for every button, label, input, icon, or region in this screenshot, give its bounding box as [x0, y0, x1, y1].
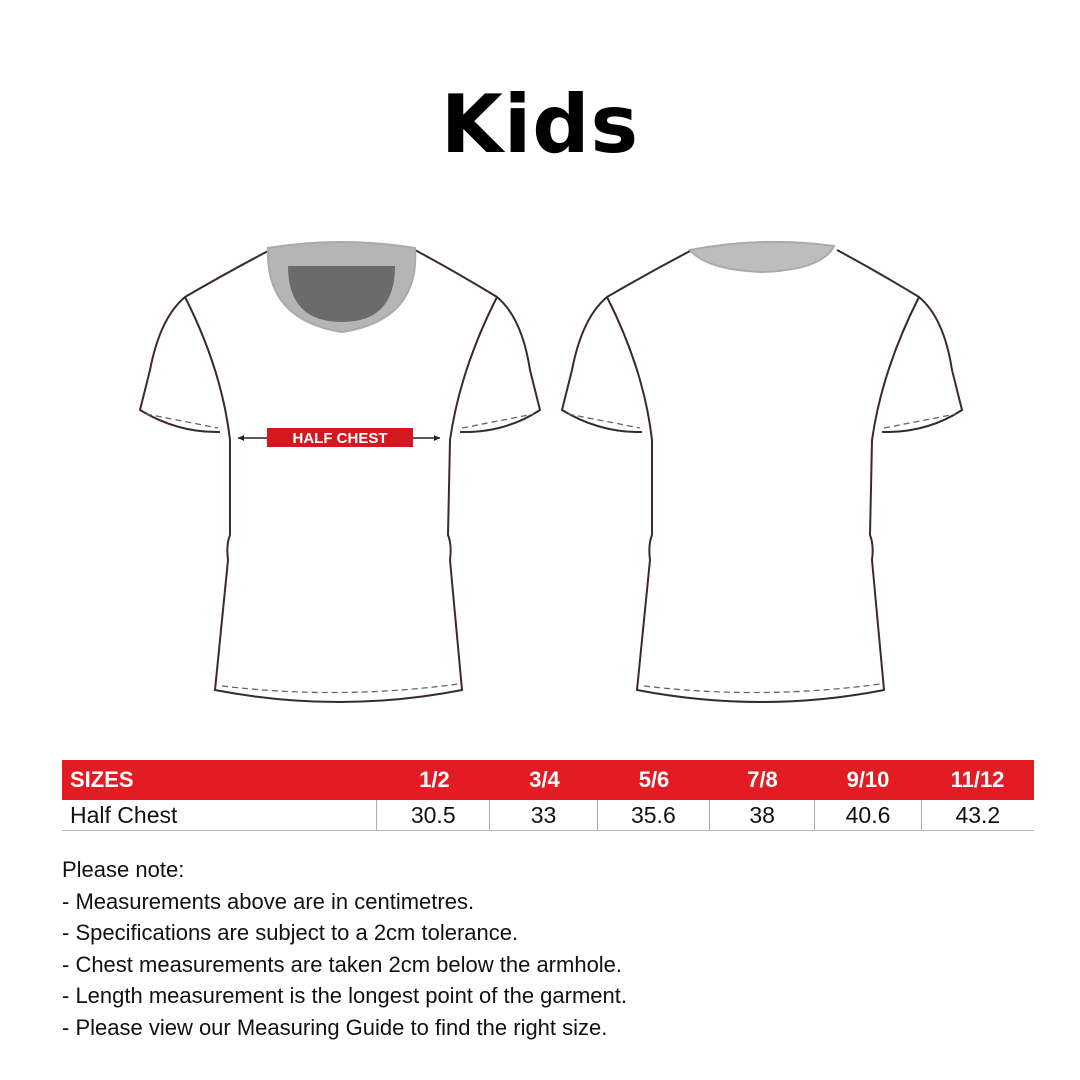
row-label: Half Chest — [70, 801, 178, 828]
tshirt-diagram: HALF CHEST — [138, 240, 964, 703]
notes: Please note: - Measurements above are in… — [62, 854, 627, 1043]
half-chest-label: HALF CHEST — [293, 430, 388, 447]
table-cell: 43.2 — [920, 800, 1034, 830]
header-cell: 9/10 — [846, 767, 890, 792]
note-item: - Please view our Measuring Guide to fin… — [62, 1014, 608, 1040]
page-title: Kids — [440, 78, 640, 171]
note-item: - Measurements above are in centimetres. — [62, 888, 475, 914]
half-chest-marker: HALF CHEST — [238, 428, 440, 447]
note-item: - Specifications are subject to a 2cm to… — [62, 920, 519, 945]
header-cell: 11/12 — [950, 767, 1005, 792]
note-item: - Chest measurements are taken 2cm below… — [62, 951, 623, 977]
table-cell: 35.6 — [596, 800, 709, 830]
header-cell: SIZES — [70, 767, 134, 792]
table-row: Half Chest 30.5 33 35.6 38 40.6 43.2 — [62, 800, 1034, 831]
table-cell: 40.6 — [814, 800, 920, 830]
shirt-back — [560, 240, 964, 703]
header-cell: 5/6 — [638, 767, 670, 792]
header-cell: 7/8 — [747, 767, 778, 792]
header-cell: 1/2 — [419, 767, 450, 792]
table-cell: 33 — [489, 800, 596, 830]
note-item: - Length measurement is the longest poin… — [62, 983, 627, 1008]
header-cell: 3/4 — [529, 767, 560, 792]
notes-heading: Please note: — [62, 857, 185, 882]
table-cell: 38 — [709, 800, 814, 830]
size-table: SIZES 1/2 3/4 5/6 7/8 9/10 11/12 Half Ch… — [62, 760, 1034, 831]
shirt-front — [138, 241, 542, 703]
table-cell: 30.5 — [376, 800, 489, 830]
table-header: SIZES 1/2 3/4 5/6 7/8 9/10 11/12 — [62, 760, 1034, 800]
